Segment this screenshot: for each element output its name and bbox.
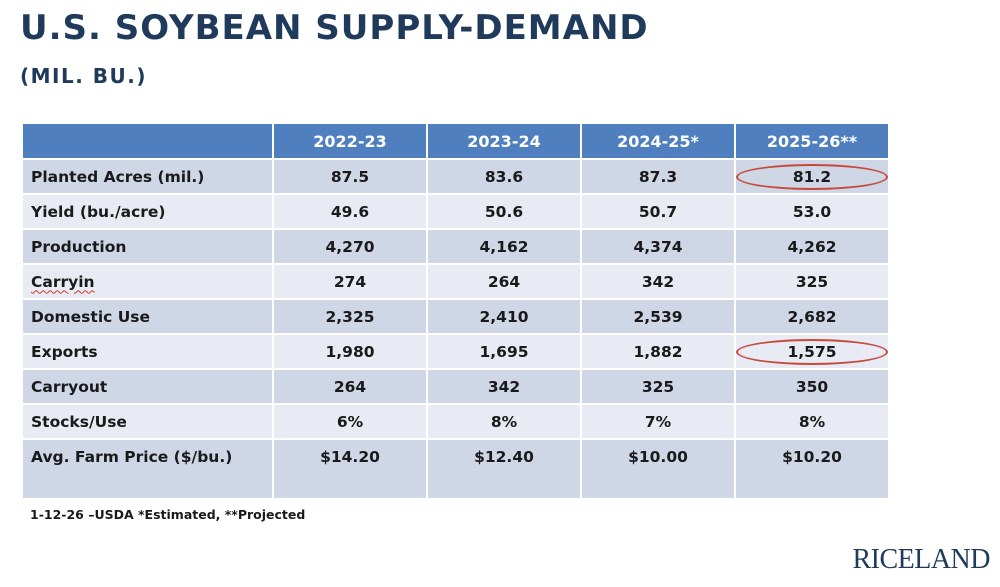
cell-value: 87.5 (272, 158, 428, 195)
cell-value: 6% (272, 403, 428, 440)
column-header-label (21, 122, 274, 160)
cell-value: 53.0 (734, 193, 890, 230)
cell-value: $10.20 (734, 438, 890, 500)
table-row-planted-acres: Planted Acres (mil.) 87.5 83.6 87.3 81.2 (21, 158, 890, 195)
cell-value: 264 (426, 263, 582, 300)
row-label: Stocks/Use (21, 403, 274, 440)
table-row-avg-farm-price: Avg. Farm Price ($/bu.) $14.20 $12.40 $1… (21, 438, 890, 500)
column-header-2024-25: 2024-25* (580, 122, 736, 160)
cell-value: 1,882 (580, 333, 736, 370)
row-label: Carryin (21, 263, 274, 300)
cell-value: 4,262 (734, 228, 890, 265)
cell-value: 8% (734, 403, 890, 440)
cell-value: 2,539 (580, 298, 736, 335)
table-row-carryin: Carryin 274 264 342 325 (21, 263, 890, 300)
table-row-yield: Yield (bu./acre) 49.6 50.6 50.7 53.0 (21, 193, 890, 230)
cell-value: 325 (580, 368, 736, 405)
page-subtitle: (MIL. BU.) (20, 64, 148, 88)
row-label-text: Carryin (31, 272, 95, 291)
cell-value: 2,682 (734, 298, 890, 335)
riceland-logo: RICELAND (852, 544, 990, 575)
cell-value: 325 (734, 263, 890, 300)
cell-value: 342 (580, 263, 736, 300)
table-row-carryout: Carryout 264 342 325 350 (21, 368, 890, 405)
cell-value: 83.6 (426, 158, 582, 195)
cell-value-text: 1,575 (787, 342, 837, 361)
cell-value: 2,410 (426, 298, 582, 335)
row-label: Production (21, 228, 274, 265)
table-row-exports: Exports 1,980 1,695 1,882 1,575 (21, 333, 890, 370)
cell-value: 87.3 (580, 158, 736, 195)
cell-value: 350 (734, 368, 890, 405)
row-label: Avg. Farm Price ($/bu.) (21, 438, 274, 500)
row-label: Planted Acres (mil.) (21, 158, 274, 195)
cell-value: 8% (426, 403, 582, 440)
cell-value: $10.00 (580, 438, 736, 500)
page-title: U.S. SOYBEAN SUPPLY-DEMAND (20, 8, 649, 48)
table-row-production: Production 4,270 4,162 4,374 4,262 (21, 228, 890, 265)
cell-value: 1,695 (426, 333, 582, 370)
footnote: 1-12-26 –USDA *Estimated, **Projected (30, 507, 306, 522)
cell-value: 49.6 (272, 193, 428, 230)
cell-value: 50.7 (580, 193, 736, 230)
row-label: Carryout (21, 368, 274, 405)
column-header-2025-26: 2025-26** (734, 122, 890, 160)
cell-value: 4,270 (272, 228, 428, 265)
table-row-domestic-use: Domestic Use 2,325 2,410 2,539 2,682 (21, 298, 890, 335)
column-header-2023-24: 2023-24 (426, 122, 582, 160)
cell-value: 1,980 (272, 333, 428, 370)
cell-value: $12.40 (426, 438, 582, 500)
cell-value-text: 81.2 (792, 167, 832, 186)
cell-value: $14.20 (272, 438, 428, 500)
cell-value: 7% (580, 403, 736, 440)
cell-value: 342 (426, 368, 582, 405)
supply-demand-table: 2022-23 2023-24 2024-25* 2025-26** Plant… (21, 122, 890, 500)
cell-value-highlighted: 1,575 (734, 333, 890, 370)
cell-value: 4,374 (580, 228, 736, 265)
cell-value: 50.6 (426, 193, 582, 230)
row-label: Exports (21, 333, 274, 370)
table-row-stocks-use: Stocks/Use 6% 8% 7% 8% (21, 403, 890, 440)
cell-value-highlighted: 81.2 (734, 158, 890, 195)
cell-value: 2,325 (272, 298, 428, 335)
row-label: Domestic Use (21, 298, 274, 335)
cell-value: 264 (272, 368, 428, 405)
cell-value: 274 (272, 263, 428, 300)
column-header-2022-23: 2022-23 (272, 122, 428, 160)
table-header-row: 2022-23 2023-24 2024-25* 2025-26** (21, 122, 890, 160)
row-label: Yield (bu./acre) (21, 193, 274, 230)
cell-value: 4,162 (426, 228, 582, 265)
